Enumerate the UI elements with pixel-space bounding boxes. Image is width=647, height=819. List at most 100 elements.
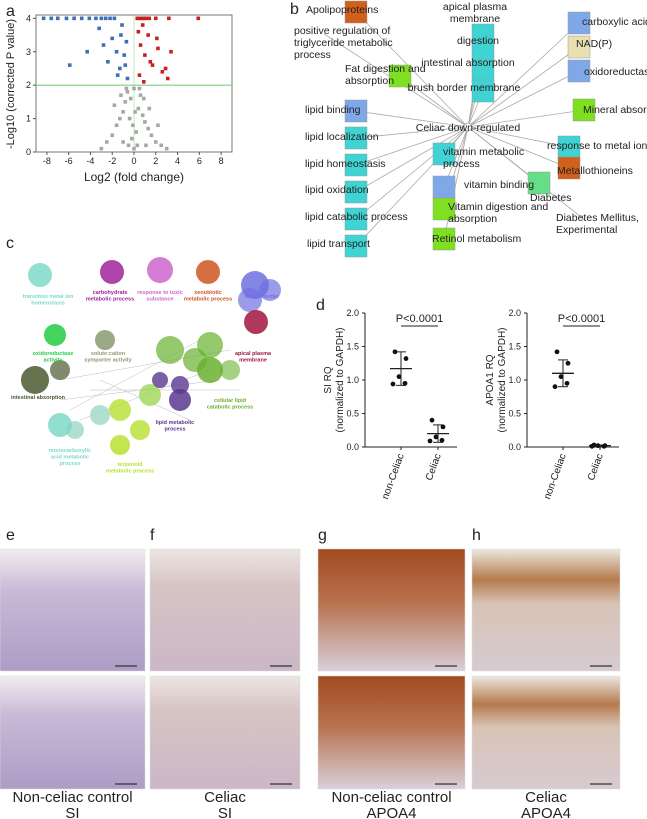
point	[104, 140, 109, 144]
term-label: lipid homeostasis	[305, 158, 386, 170]
point	[119, 33, 123, 37]
term-box	[432, 227, 456, 251]
point	[106, 59, 110, 64]
point	[103, 16, 108, 21]
y-tick-label: 3	[26, 47, 31, 57]
point	[99, 146, 104, 151]
cluster-label: apical plasma	[235, 351, 272, 357]
term-label: Diabetes	[530, 192, 571, 204]
term-label: intestinal absorption	[421, 57, 515, 69]
caption: APOA4	[521, 805, 571, 819]
edge	[355, 126, 469, 166]
cluster-label: metabolic process	[184, 297, 232, 303]
caption: SI	[65, 805, 79, 819]
caption: Non-celiac control	[12, 789, 132, 806]
point	[147, 106, 152, 111]
p-value: P<0.0001	[558, 313, 605, 325]
point	[150, 63, 155, 67]
data-point	[403, 356, 409, 361]
point	[126, 143, 131, 148]
term-label: Experimental	[556, 224, 617, 236]
y-axis-label: SI RQ	[323, 366, 334, 393]
point	[153, 16, 158, 21]
cluster-node	[241, 271, 269, 299]
panel-label: d	[316, 297, 325, 314]
point	[136, 29, 141, 34]
x-tick-label: non-Celiac	[380, 452, 407, 501]
cluster-label: monocarboxylic	[49, 448, 91, 454]
micrograph	[149, 675, 301, 790]
data-point	[427, 438, 433, 444]
term-label: NAD(P)	[576, 38, 612, 50]
term-label: positive regulation of	[294, 25, 390, 37]
point	[114, 123, 119, 128]
term-box	[344, 99, 368, 123]
micrograph	[0, 548, 146, 672]
x-tick-label: -8	[43, 156, 51, 166]
point	[110, 133, 115, 138]
point	[49, 16, 54, 21]
term-box	[471, 79, 495, 103]
term-label: triglyceride metabolic	[294, 37, 393, 49]
edge	[467, 126, 570, 148]
point	[101, 43, 106, 47]
point	[156, 46, 160, 51]
point	[114, 49, 119, 54]
edge	[355, 126, 469, 139]
y-axis-label: (normalized to GAPDH)	[335, 327, 346, 432]
point	[121, 110, 125, 114]
term-box	[344, 234, 368, 258]
data-point	[396, 374, 402, 380]
term-box	[432, 197, 456, 221]
cluster-label: catabolic process	[207, 405, 253, 411]
point	[146, 126, 150, 131]
cluster-label: intestinal absorption	[11, 395, 66, 401]
point	[149, 133, 154, 138]
point	[131, 123, 135, 128]
data-point	[392, 349, 398, 355]
x-tick-label: -2	[108, 156, 116, 166]
point	[137, 73, 142, 77]
micrograph	[0, 675, 146, 790]
micrograph	[471, 675, 621, 790]
x-tick-label: Celiac	[424, 452, 444, 482]
term-box	[432, 142, 456, 166]
point	[148, 59, 153, 64]
term-label: brush border membrane	[408, 82, 521, 94]
point	[140, 113, 145, 118]
data-point	[440, 424, 446, 430]
term-label: digestion	[457, 35, 499, 47]
data-point	[565, 360, 571, 366]
point	[85, 49, 89, 54]
micrograph	[149, 548, 301, 672]
term-label: carboxylic acid binding	[582, 16, 647, 28]
point	[147, 16, 152, 21]
point	[123, 100, 128, 104]
term-label: Mineral absorption	[583, 104, 647, 116]
caption: SI	[218, 805, 232, 819]
edge	[467, 109, 585, 128]
point	[137, 16, 142, 21]
term-box	[344, 180, 368, 204]
edge	[443, 126, 469, 240]
cluster-label: activity	[44, 358, 64, 364]
point	[156, 123, 160, 128]
data-point	[439, 437, 445, 443]
edge	[355, 126, 469, 220]
term-label: process	[294, 49, 331, 61]
cluster-node	[196, 260, 220, 284]
point	[164, 146, 169, 151]
point	[165, 76, 170, 81]
edge	[467, 46, 580, 128]
cluster-node	[197, 357, 223, 383]
point	[139, 16, 144, 21]
data-point	[601, 443, 607, 449]
caption: APOA4	[366, 805, 416, 819]
x-tick-label: 6	[197, 156, 202, 166]
data-point	[390, 381, 396, 387]
term-label: vitamin metabolic	[443, 146, 524, 158]
data-point	[402, 380, 408, 386]
data-point	[552, 384, 558, 390]
edge	[355, 126, 469, 193]
